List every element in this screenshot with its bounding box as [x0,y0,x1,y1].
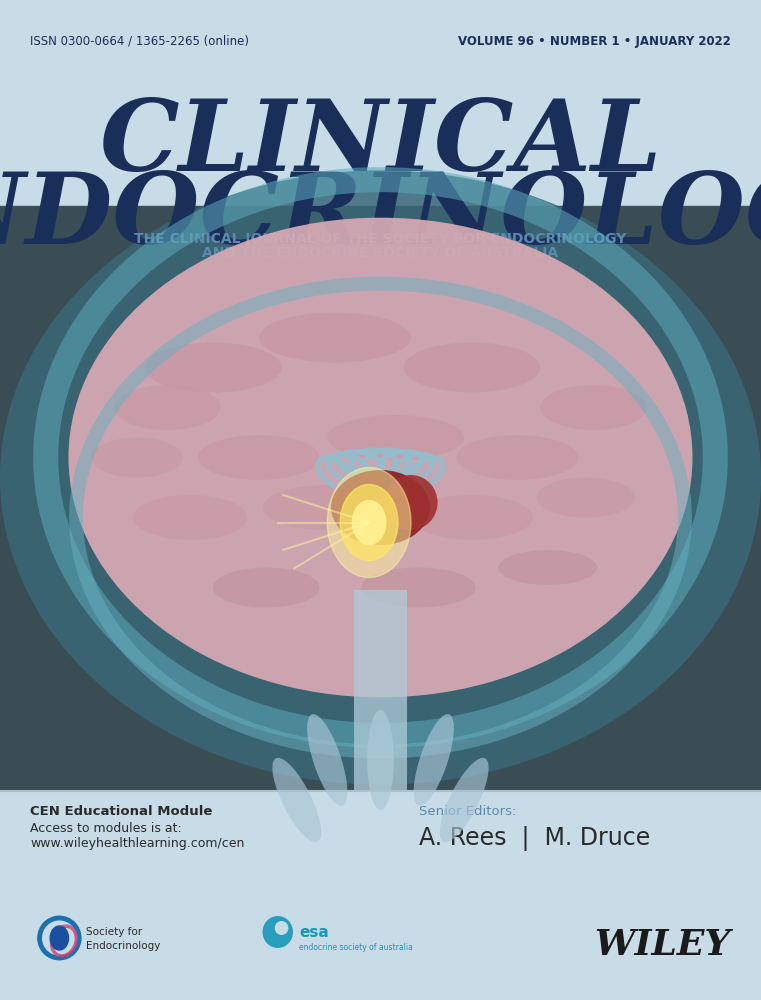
Text: Senior Editors:: Senior Editors: [419,805,516,818]
Ellipse shape [403,342,540,392]
Ellipse shape [498,550,597,585]
Ellipse shape [259,312,411,362]
Ellipse shape [414,714,454,806]
Ellipse shape [263,916,293,948]
Ellipse shape [133,495,247,540]
Ellipse shape [327,415,464,460]
Circle shape [327,468,411,578]
Ellipse shape [91,437,183,477]
Ellipse shape [114,385,221,430]
Ellipse shape [537,478,635,518]
Ellipse shape [68,218,693,697]
Circle shape [340,485,398,560]
Text: VOLUME 96 • NUMBER 1 • JANUARY 2022: VOLUME 96 • NUMBER 1 • JANUARY 2022 [457,35,731,48]
Text: ENDOCRINOLOGY: ENDOCRINOLOGY [0,168,761,264]
Ellipse shape [384,475,438,530]
Ellipse shape [457,435,578,480]
Text: www.wileyhealthlearning.com/cen: www.wileyhealthlearning.com/cen [30,837,245,850]
Ellipse shape [145,342,282,392]
Bar [0,205,761,790]
Text: CEN Educational Module: CEN Educational Module [30,805,213,818]
Ellipse shape [440,758,489,842]
Text: ISSN 0300-0664 / 1365-2265 (online): ISSN 0300-0664 / 1365-2265 (online) [30,35,250,48]
Text: WILEY: WILEY [594,928,731,962]
Circle shape [50,926,68,950]
Ellipse shape [331,470,430,545]
Text: Society for: Society for [86,927,142,937]
Text: CLINICAL: CLINICAL [99,95,662,192]
Ellipse shape [0,170,761,785]
Text: endocrine society of australia: endocrine society of australia [299,943,413,952]
Ellipse shape [263,485,392,530]
Text: Endocrinology: Endocrinology [86,941,161,951]
Ellipse shape [540,385,647,430]
Ellipse shape [213,567,320,607]
Circle shape [352,500,386,544]
Text: esa: esa [299,925,329,940]
Ellipse shape [361,567,476,607]
Ellipse shape [272,758,321,842]
Ellipse shape [275,921,288,935]
Bar [354,590,407,790]
Ellipse shape [198,435,320,480]
Ellipse shape [307,714,347,806]
Text: A. Rees  |  M. Druce: A. Rees | M. Druce [419,826,650,851]
Ellipse shape [411,495,533,540]
Text: THE CLINICAL JOURNAL OF THE SOCIETY FOR ENDOCRINOLOGY: THE CLINICAL JOURNAL OF THE SOCIETY FOR … [134,232,627,246]
Text: AND THE ENDOCRINE SOCIETY OF AUSTRALIA: AND THE ENDOCRINE SOCIETY OF AUSTRALIA [202,246,559,260]
Text: Access to modules is at:: Access to modules is at: [30,822,182,835]
Ellipse shape [368,710,394,810]
